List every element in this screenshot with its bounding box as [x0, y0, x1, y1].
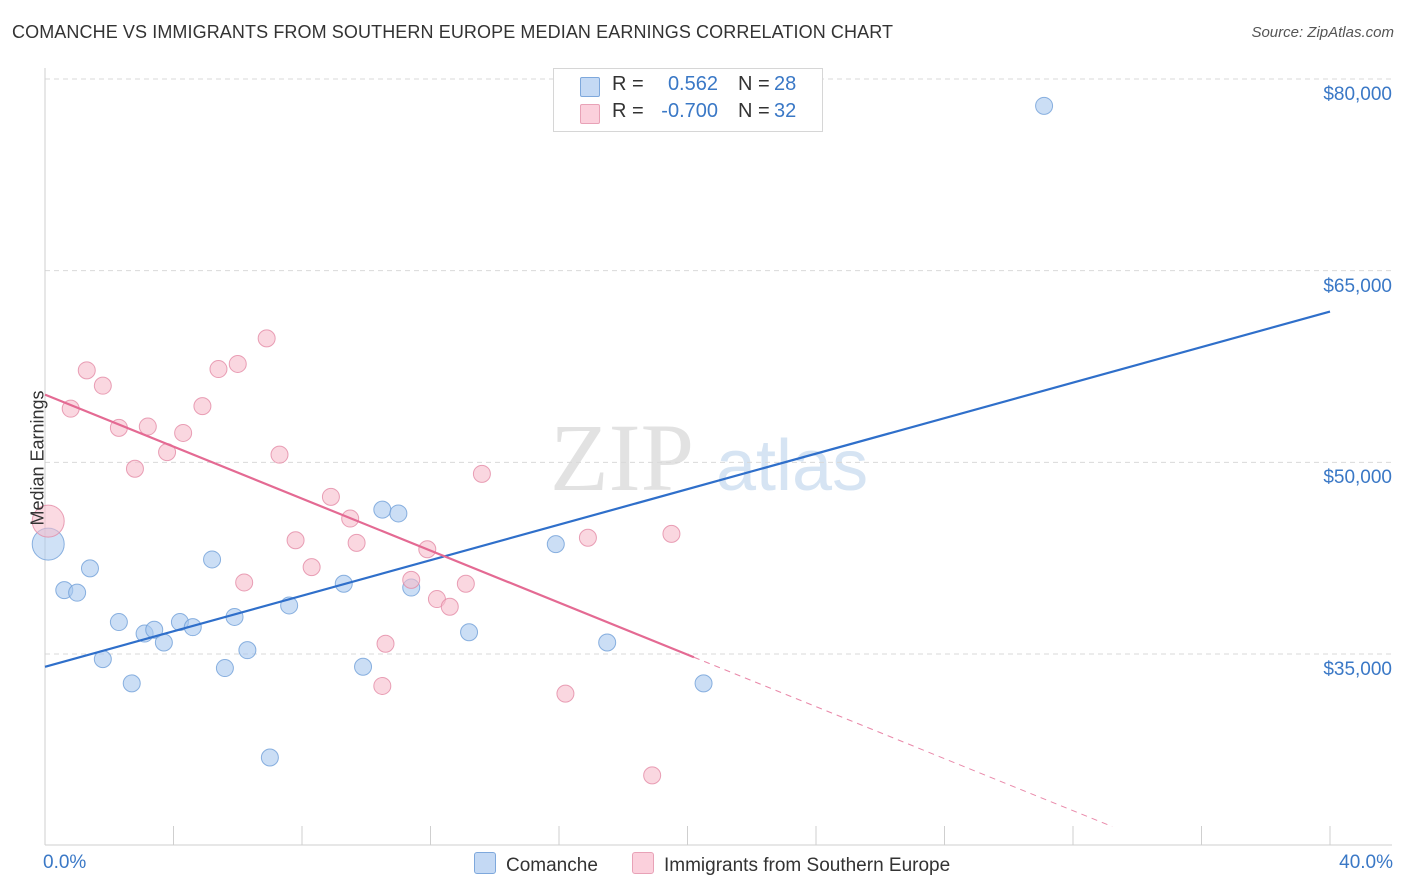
southern-europe-point [472, 464, 491, 483]
southern-europe-point [270, 445, 289, 464]
southern-europe-point [174, 423, 193, 442]
scatter-points [31, 96, 1054, 785]
southern-europe-point [302, 558, 321, 577]
southern-europe-point [373, 676, 392, 695]
bottom-legend-label-comanche: Comanche [506, 855, 598, 876]
southern-europe-point [456, 574, 475, 593]
bottom-legend-swatch-southern-europe [632, 852, 654, 874]
source-label: Source: ZipAtlas.com [1251, 24, 1394, 41]
watermark-zip: ZIP [550, 404, 694, 511]
southern-europe-point [209, 360, 228, 379]
southern-europe-point [31, 504, 65, 538]
y-tick-label: $80,000 [1323, 84, 1392, 105]
legend-n-value-comanche: 28 [774, 73, 797, 95]
x-tick-label-max: 40.0% [1339, 852, 1393, 873]
y-tick-label: $50,000 [1323, 467, 1392, 489]
southern-europe-trend-line [44, 393, 695, 659]
southern-europe-point [662, 524, 681, 543]
gridlines [45, 78, 1392, 655]
legend-r-label: R = [612, 73, 644, 95]
correlation-legend: R = 0.562 N = 28 R = -0.700 N = 32 [553, 68, 823, 132]
southern-europe-point [228, 354, 247, 373]
comanche-point [109, 613, 128, 632]
legend-n-value-southern-europe: 32 [774, 100, 797, 122]
southern-europe-point [235, 573, 254, 592]
southern-europe-point [347, 533, 366, 552]
comanche-point [215, 659, 234, 678]
axes [44, 68, 1392, 846]
comanche-point [260, 748, 279, 767]
comanche-point [598, 633, 617, 652]
legend-r-label: R = [612, 100, 644, 122]
southern-europe-point [257, 329, 276, 348]
southern-europe-point [556, 684, 575, 703]
comanche-point [238, 641, 257, 660]
comanche-point [460, 623, 479, 642]
southern-europe-point [93, 376, 112, 395]
southern-europe-point [286, 531, 305, 550]
legend-r-value-southern-europe: -0.700 [661, 100, 718, 122]
southern-europe-point [440, 597, 459, 616]
legend-n-label: N = [738, 73, 770, 95]
southern-europe-point [138, 417, 157, 436]
comanche-point [145, 620, 164, 639]
comanche-point [68, 583, 87, 602]
y-tick-label: $65,000 [1323, 275, 1392, 297]
comanche-point [80, 559, 99, 578]
comanche-point [389, 504, 408, 523]
southern-europe-point [193, 397, 212, 416]
southern-europe-point [578, 528, 597, 547]
x-tick-label-min: 0.0% [43, 852, 87, 873]
southern-europe-point [321, 487, 340, 506]
comanche-point [546, 535, 565, 554]
legend-n-label: N = [738, 100, 770, 122]
bottom-legend-label-southern-europe: Immigrants from Southern Europe [664, 855, 951, 876]
southern-europe-point [125, 459, 144, 478]
y-tick-label: $35,000 [1323, 659, 1392, 680]
legend-r-value-comanche: 0.562 [667, 73, 718, 95]
comanche-trend-line [44, 310, 1331, 668]
comanche-point [694, 674, 713, 693]
chart-title: COMANCHE VS IMMIGRANTS FROM SOUTHERN EUR… [12, 22, 894, 42]
trend-lines [44, 310, 1331, 827]
southern-europe-trend-line-extension [693, 656, 1113, 827]
y-axis-title: Median Earnings [27, 390, 48, 526]
comanche-point [373, 500, 392, 519]
comanche-point [1035, 96, 1054, 115]
southern-europe-point [376, 634, 395, 653]
comanche-point [122, 674, 141, 693]
bottom-legend-swatch-comanche [474, 852, 496, 874]
bottom-legend-southern-europe: Immigrants from Southern Europe [632, 852, 950, 877]
legend-row-comanche: R = 0.562 N = 28 [554, 73, 822, 99]
legend-swatch-comanche [580, 77, 600, 97]
southern-europe-point [77, 361, 96, 380]
bottom-legend-comanche: Comanche [474, 852, 598, 877]
watermark-atlas: atlas [716, 426, 868, 506]
southern-europe-point [643, 766, 662, 785]
legend-swatch-southern-europe [580, 104, 600, 124]
legend-row-southern-europe: R = -0.700 N = 32 [554, 100, 822, 126]
comanche-point [203, 550, 222, 569]
southern-europe-point [402, 570, 421, 589]
comanche-point [354, 657, 373, 676]
